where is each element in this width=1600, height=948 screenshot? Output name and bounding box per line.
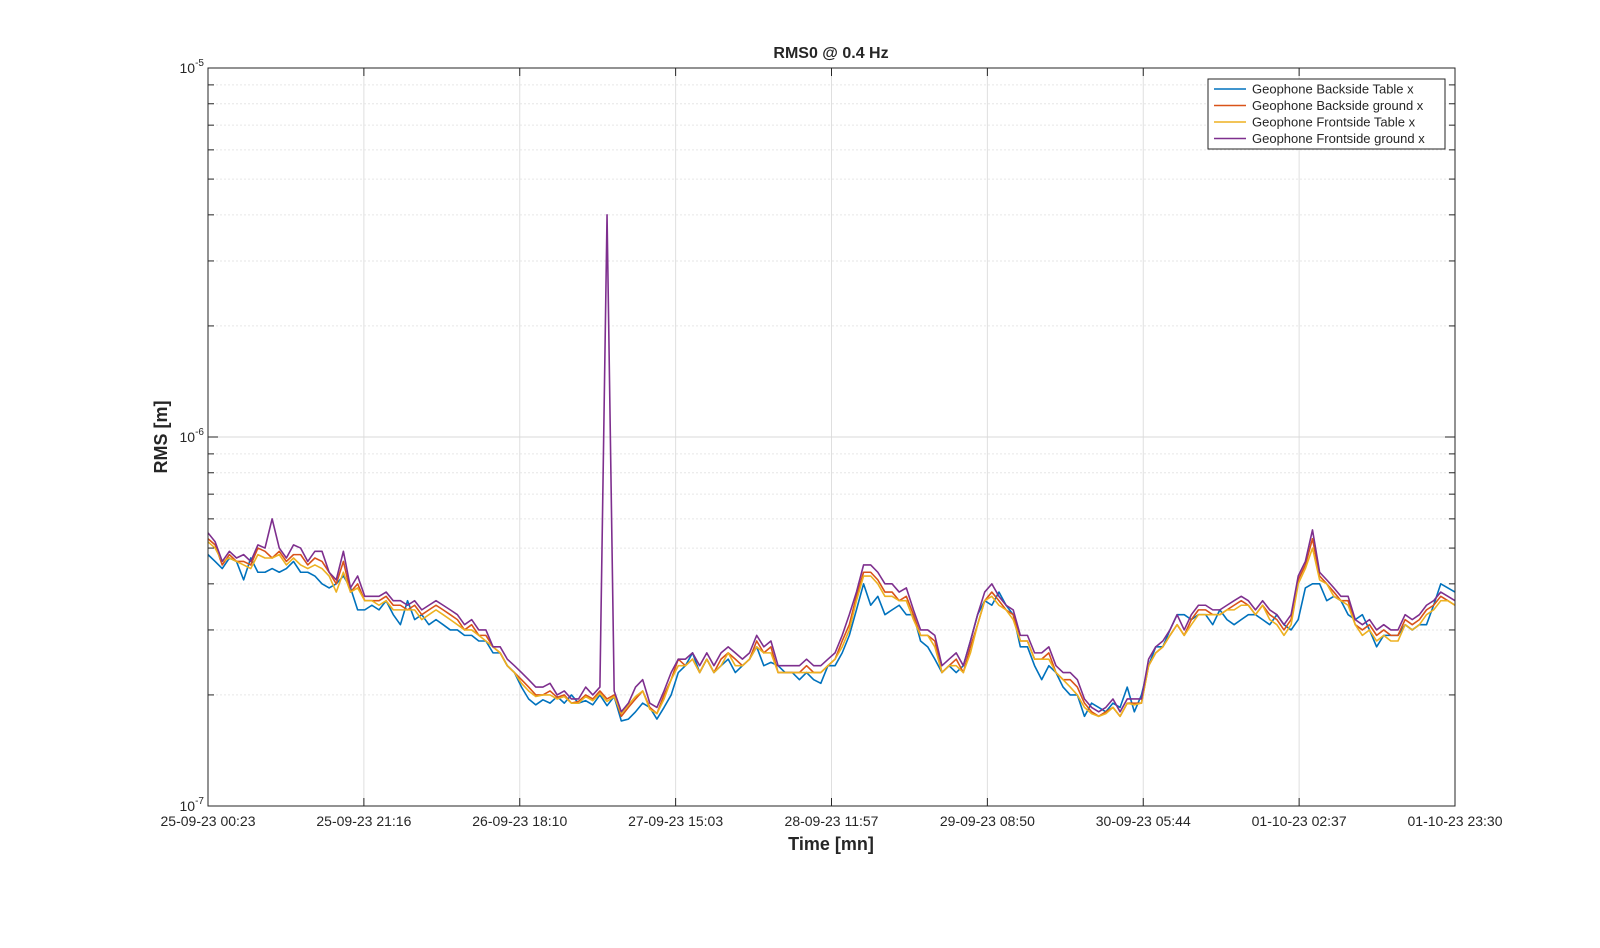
- axis-ticks: [207, 67, 1456, 807]
- x-tick-label: 26-09-23 18:10: [472, 813, 567, 829]
- y-tick-label: 10-6: [180, 427, 205, 445]
- x-tick-label: 28-09-23 11:57: [785, 813, 879, 829]
- x-tick-label: 25-09-23 00:23: [161, 813, 256, 829]
- x-tick-label: 29-09-23 08:50: [940, 813, 1035, 829]
- x-tick-label: 01-10-23 23:30: [1408, 813, 1503, 829]
- legend-label: Geophone Backside Table x: [1252, 82, 1414, 97]
- y-axis-title: RMS [m]: [151, 401, 171, 474]
- series-line-1: [207, 554, 1456, 722]
- legend-label: Geophone Frontside Table x: [1252, 115, 1416, 130]
- grid: [208, 68, 1455, 806]
- series-line-4: [207, 214, 1456, 713]
- x-tick-label: 25-09-23 21:16: [316, 813, 411, 829]
- x-tick-label: 01-10-23 02:37: [1252, 813, 1347, 829]
- legend-label: Geophone Backside ground x: [1252, 98, 1424, 113]
- chart-title: RMS0 @ 0.4 Hz: [773, 45, 888, 62]
- x-tick-labels: 25-09-23 00:23 25-09-23 21:16 26-09-23 18:…: [161, 813, 1503, 829]
- y-tick-label: 10-5: [180, 58, 205, 76]
- series-lines: [207, 214, 1456, 722]
- legend-box: [1207, 78, 1446, 150]
- x-axis-title: Time [mn]: [788, 834, 874, 854]
- series-line-3: [207, 541, 1456, 718]
- y-tick-labels: 10-5 10-6 10-7: [180, 58, 205, 814]
- x-tick-label: 30-09-23 05:44: [1096, 813, 1191, 829]
- y-tick-label: 10-7: [180, 796, 205, 814]
- x-tick-label: 27-09-23 15:03: [628, 813, 723, 829]
- legend-label: Geophone Frontside ground x: [1252, 131, 1425, 146]
